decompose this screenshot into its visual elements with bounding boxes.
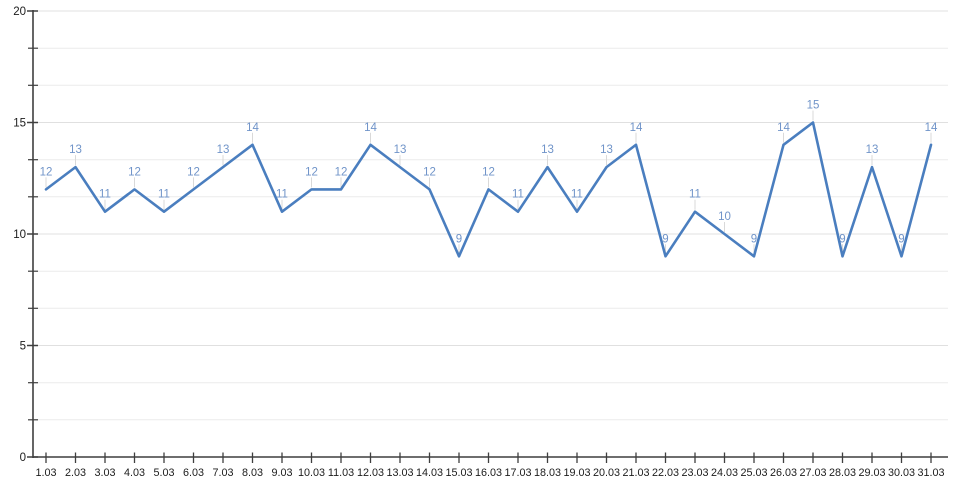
- x-axis-label: 21.03: [622, 467, 649, 479]
- point-value-label: 9: [751, 233, 757, 245]
- point-value-label: 13: [866, 144, 879, 156]
- x-axis-label: 30.03: [888, 467, 915, 479]
- point-value-label: 11: [571, 189, 583, 201]
- x-axis-label: 9.03: [271, 467, 292, 479]
- x-axis-label: 24.03: [711, 467, 738, 479]
- point-value-label: 12: [40, 166, 53, 178]
- point-value-label: 14: [777, 122, 790, 134]
- point-value-label: 13: [600, 144, 613, 156]
- x-axis-label: 4.03: [124, 467, 145, 479]
- x-axis-label: 26.03: [770, 467, 797, 479]
- x-axis-label: 5.03: [153, 467, 174, 479]
- point-value-label: 10: [718, 211, 731, 223]
- point-value-label: 14: [630, 122, 643, 134]
- point-value-label: 11: [99, 189, 111, 201]
- x-axis-label: 6.03: [183, 467, 204, 479]
- x-axis-label: 29.03: [858, 467, 885, 479]
- x-axis-label: 20.03: [593, 467, 620, 479]
- point-value-label: 12: [187, 166, 200, 178]
- x-axis-label: 7.03: [212, 467, 233, 479]
- x-axis-label: 18.03: [534, 467, 561, 479]
- x-axis-label: 13.03: [386, 467, 413, 479]
- x-axis-label: 2.03: [65, 467, 86, 479]
- point-value-label: 12: [482, 166, 495, 178]
- point-value-label: 12: [423, 166, 436, 178]
- point-value-label: 9: [662, 233, 668, 245]
- point-value-label: 12: [128, 166, 141, 178]
- point-value-label: 11: [689, 189, 701, 201]
- x-axis-label: 14.03: [416, 467, 443, 479]
- point-value-label: 13: [217, 144, 230, 156]
- point-value-label: 9: [456, 233, 462, 245]
- point-value-label: 9: [839, 233, 845, 245]
- series-line: [44, 121, 933, 258]
- point-value-label: 11: [512, 189, 524, 201]
- point-value-label: 13: [69, 144, 82, 156]
- x-axis-label: 16.03: [475, 467, 502, 479]
- point-value-label: 13: [541, 144, 554, 156]
- y-axis-label: 20: [13, 6, 26, 18]
- x-axis-label: 22.03: [652, 467, 679, 479]
- x-axis-label: 31.03: [917, 467, 944, 479]
- point-value-label: 13: [394, 144, 407, 156]
- x-axis-label: 19.03: [563, 467, 590, 479]
- x-axis-label: 12.03: [357, 467, 384, 479]
- point-value-label: 11: [158, 189, 170, 201]
- point-value-label: 12: [335, 166, 348, 178]
- x-axis-label: 27.03: [799, 467, 826, 479]
- point-value-label: 15: [807, 100, 820, 112]
- point-value-label: 14: [246, 122, 259, 134]
- x-axis-label: 15.03: [445, 467, 472, 479]
- y-axis-label: 10: [13, 229, 26, 241]
- y-axis-label: 0: [20, 452, 26, 464]
- x-axis-label: 1.03: [35, 467, 56, 479]
- x-axis-label: 11.03: [328, 467, 354, 479]
- point-value-label: 14: [925, 122, 938, 134]
- x-axis-label: 23.03: [681, 467, 708, 479]
- point-value-label: 12: [305, 166, 318, 178]
- point-value-label: 9: [898, 233, 904, 245]
- x-axis-label: 17.03: [504, 467, 531, 479]
- point-value-label: 14: [364, 122, 377, 134]
- y-axis-label: 15: [13, 118, 26, 130]
- x-axis-label: 8.03: [242, 467, 263, 479]
- point-value-label: 11: [276, 189, 288, 201]
- x-axis-label: 10.03: [298, 467, 325, 479]
- y-axis-label: 5: [20, 341, 26, 353]
- x-axis-label: 25.03: [740, 467, 767, 479]
- x-axis-label: 3.03: [94, 467, 115, 479]
- x-axis-label: 28.03: [829, 467, 856, 479]
